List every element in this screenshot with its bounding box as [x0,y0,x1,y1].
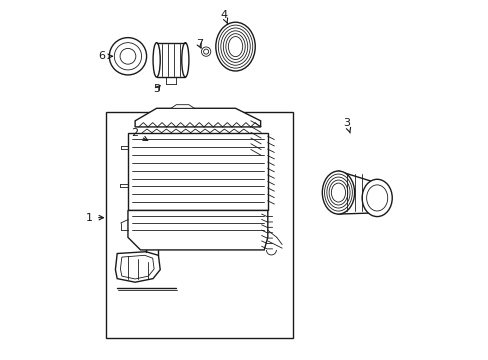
Polygon shape [120,255,154,279]
Ellipse shape [362,179,391,217]
Ellipse shape [225,34,244,59]
Circle shape [114,42,142,70]
Text: 7: 7 [195,40,203,49]
Ellipse shape [221,28,250,65]
Polygon shape [128,211,267,250]
Ellipse shape [326,177,349,208]
Ellipse shape [182,42,188,77]
Circle shape [203,49,208,54]
Circle shape [201,47,210,56]
Text: 6: 6 [99,51,112,61]
Ellipse shape [223,31,247,62]
Bar [106,112,292,338]
Polygon shape [171,105,194,108]
Circle shape [120,48,136,64]
Ellipse shape [328,180,347,205]
Text: 2: 2 [131,129,147,140]
Ellipse shape [218,25,252,68]
Ellipse shape [228,37,242,57]
Polygon shape [128,133,267,211]
Ellipse shape [215,22,255,71]
Text: 3: 3 [343,118,350,133]
Polygon shape [135,108,260,127]
Ellipse shape [324,174,352,211]
Ellipse shape [153,42,160,77]
Ellipse shape [322,171,354,214]
Text: 4: 4 [220,10,227,23]
Text: 5: 5 [153,84,160,94]
Ellipse shape [331,183,345,202]
Ellipse shape [366,185,387,211]
Polygon shape [115,252,160,282]
Text: 1: 1 [86,213,103,222]
Circle shape [109,38,146,75]
